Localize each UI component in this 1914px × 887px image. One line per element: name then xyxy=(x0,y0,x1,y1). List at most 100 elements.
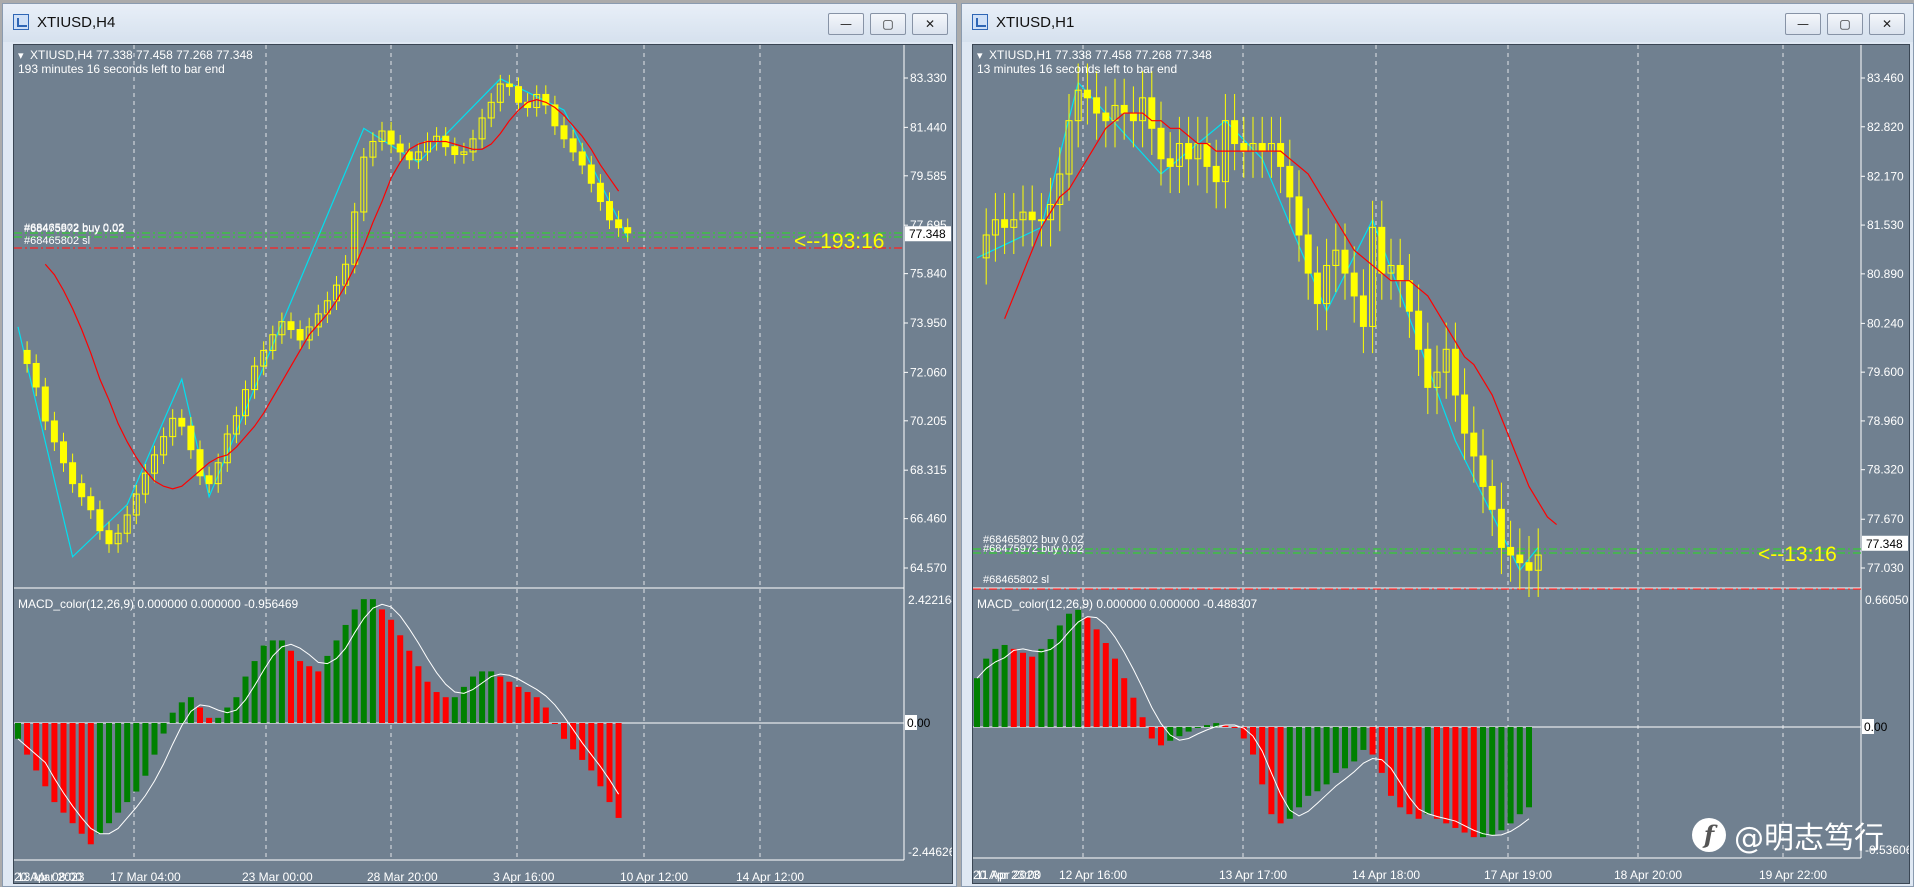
macd-bar xyxy=(1489,727,1496,835)
candle-body xyxy=(596,182,604,203)
candle-body xyxy=(41,386,49,422)
candle-body xyxy=(405,151,413,161)
window-titlebar[interactable]: XTIUSD,H4 — ▢ ✕ xyxy=(3,4,956,42)
macd-bar xyxy=(451,697,458,723)
macd-bar xyxy=(433,692,440,723)
macd-bar xyxy=(442,697,449,723)
macd-bar xyxy=(24,723,31,755)
macd-bar xyxy=(169,712,176,723)
price-tick-label: 77.030 xyxy=(1867,561,1904,575)
chart-window-h4[interactable]: XTIUSD,H4 — ▢ ✕ 83.330 81.440 79.585 77.695… xyxy=(2,3,957,887)
time-tick-label: 11 Apr 2023 xyxy=(976,868,1040,882)
chart-area[interactable]: 83.330 81.440 79.585 77.695 75.840 73.950 72.0… xyxy=(13,44,953,884)
macd-signal-line xyxy=(17,603,620,835)
candle-body xyxy=(1001,219,1009,228)
candle-body xyxy=(542,93,550,106)
candle-body xyxy=(1157,127,1165,160)
candle-body xyxy=(187,425,195,451)
candle-body xyxy=(1277,143,1285,167)
price-chart-svg[interactable]: 83.33081.44079.58577.69575.84073.95072.0… xyxy=(14,45,953,884)
macd-bar xyxy=(406,650,413,723)
time-tick-label: 17 Apr 19:00 xyxy=(1484,868,1552,882)
window-titlebar[interactable]: XTIUSD,H1 — ▢ ✕ xyxy=(962,4,1913,42)
candle-body xyxy=(123,514,131,534)
candle-body xyxy=(1304,234,1312,274)
macd-bar xyxy=(424,681,431,723)
close-button[interactable]: ✕ xyxy=(912,13,948,35)
macd-bar xyxy=(1240,727,1247,739)
macd-bar xyxy=(1434,727,1440,819)
time-tick-label: 19 Apr 22:00 xyxy=(1759,868,1827,882)
candle-body xyxy=(1451,348,1459,396)
macd-bar xyxy=(224,707,231,723)
time-tick-label: 10 Apr 12:00 xyxy=(620,870,688,884)
macd-bar xyxy=(1452,727,1459,828)
candle-body xyxy=(223,433,231,464)
candle-body xyxy=(196,449,204,477)
maximize-button[interactable]: ▢ xyxy=(1827,13,1863,35)
macd-bar xyxy=(197,707,203,723)
chart-menu-icon: ▾ xyxy=(977,50,983,62)
candle-body xyxy=(105,530,113,545)
minimize-button[interactable]: — xyxy=(828,13,864,35)
zigzag-line xyxy=(976,81,1539,572)
price-tick-label: 73.950 xyxy=(910,316,947,330)
time-tick-label: 28 Mar 20:00 xyxy=(367,870,438,884)
candle-body xyxy=(991,219,999,236)
time-tick-label: 13 Apr 17:00 xyxy=(1219,868,1287,882)
macd-bar xyxy=(1286,727,1293,819)
macd-bar xyxy=(561,723,567,739)
candle-body xyxy=(1056,173,1064,206)
bar-timer-line: 193 minutes 16 seconds left to bar end xyxy=(18,62,225,76)
macd-bar xyxy=(1378,727,1385,773)
candle-body xyxy=(1507,546,1515,556)
candle-body xyxy=(32,362,40,388)
candle-body xyxy=(1120,104,1128,114)
macd-bar xyxy=(69,723,76,824)
chart-info-line: XTIUSD,H4 77.338 77.458 77.268 77.348 xyxy=(30,48,253,62)
candle-body xyxy=(1212,165,1220,183)
candle-body xyxy=(1359,295,1367,327)
price-tick-label: 68.315 xyxy=(910,463,947,477)
macd-zero-box xyxy=(1862,719,1874,734)
candle-body xyxy=(87,496,95,511)
candle-body xyxy=(178,417,186,427)
candle-body xyxy=(1065,120,1073,175)
candle-body xyxy=(1341,249,1349,274)
order-label: #68465802 buy 0.02 xyxy=(24,222,124,234)
bar-countdown: <--13:16 xyxy=(1758,543,1837,566)
candle-body xyxy=(1415,310,1423,350)
macd-bar xyxy=(1397,727,1404,808)
candle-body xyxy=(50,420,58,443)
current-price-label: 77.348 xyxy=(909,227,946,241)
maximize-button[interactable]: ▢ xyxy=(870,13,906,35)
candle-body xyxy=(1313,272,1321,305)
chart-window-icon xyxy=(972,14,988,30)
macd-bar xyxy=(1259,727,1266,785)
macd-bar xyxy=(388,619,395,723)
macd-bar xyxy=(1213,723,1220,727)
candle-body xyxy=(515,86,522,103)
candle-body xyxy=(551,104,559,127)
macd-tick-label: -2.446260 xyxy=(908,845,953,859)
chart-area[interactable]: 83.460 82.820 82.170 81.530 80.890 80.240 79.6… xyxy=(972,44,1910,884)
minimize-button[interactable]: — xyxy=(1785,13,1821,35)
price-tick-label: 72.060 xyxy=(910,365,947,379)
macd-bar xyxy=(324,655,331,723)
close-button[interactable]: ✕ xyxy=(1869,13,1905,35)
macd-bar xyxy=(1056,625,1063,727)
macd-bar xyxy=(615,723,622,818)
macd-bar xyxy=(1075,609,1082,727)
macd-tick-label: 0.00 xyxy=(1864,720,1888,734)
price-tick-label: 82.170 xyxy=(1867,169,1904,183)
chart-window-h1[interactable]: XTIUSD,H1 — ▢ ✕ 83.460 82.820 82.170 81.530… xyxy=(961,3,1914,887)
macd-bar xyxy=(1443,727,1450,824)
price-tick-label: 81.440 xyxy=(910,120,947,134)
time-tick-label: 14 Apr 18:00 xyxy=(1352,868,1420,882)
macd-bar xyxy=(1526,727,1532,808)
price-chart-svg[interactable]: 83.460 82.820 82.170 81.530 80.890 80.240 79.6… xyxy=(973,45,1910,884)
time-tick-label: 18 Apr 20:00 xyxy=(1614,868,1682,882)
price-tick-label: 64.570 xyxy=(910,561,947,575)
macd-bar xyxy=(1231,727,1238,728)
candle-body xyxy=(1525,562,1533,571)
